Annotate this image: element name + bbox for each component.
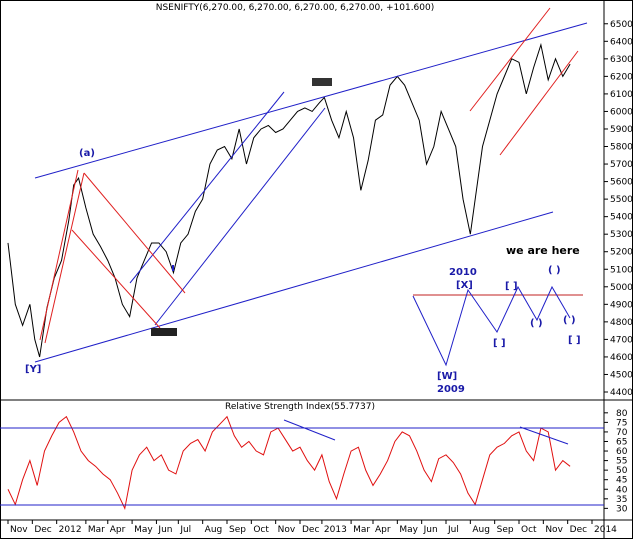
x-tick-label: Sep — [497, 525, 514, 535]
rsi-tick-label: 60 — [616, 447, 628, 457]
price-tick-label: 6200 — [610, 72, 633, 82]
rsi-tick-label: 45 — [616, 476, 627, 486]
red-corr-top — [83, 172, 186, 294]
price-tick-label: 6500 — [610, 20, 633, 30]
x-axis: Nov Dec 2012 Mar Apr May Jun Jul Aug Sep Oct Nov Dec… — [0, 519, 633, 535]
rsi-tick-label: 55 — [616, 457, 627, 467]
x-tick-label: Oct — [253, 525, 269, 535]
price-tick-label: 5500 — [610, 195, 633, 205]
mid-channel-a — [154, 107, 326, 326]
x-tick-label: Apr — [375, 525, 391, 535]
price-line — [7, 42, 571, 358]
label-paren-3: ( ) — [563, 315, 576, 326]
label-bracket-3: [ ] — [568, 335, 581, 346]
x-tick-label: 2014 — [594, 525, 617, 535]
price-tick-label: 6400 — [610, 37, 633, 47]
price-series-line — [7, 42, 571, 358]
price-tick-label: 4700 — [610, 335, 633, 345]
elliptical-path — [412, 285, 571, 367]
x-tick-label: Mar — [353, 525, 370, 535]
red-end-upper — [469, 7, 551, 112]
label-paren-2: ( ) — [530, 318, 543, 329]
x-tick-label: Dec — [34, 525, 51, 535]
rsi-line — [7, 415, 571, 510]
rsi-tick-label: 30 — [616, 504, 628, 514]
red-flag-upper — [39, 169, 79, 341]
x-tick-label: Jun — [423, 525, 438, 535]
price-title: NSENIFTY(6,270.00, 6,270.00, 6,270.00, 6… — [156, 3, 435, 13]
label-2010: 2010 — [449, 267, 477, 278]
red-corr-bottom — [71, 229, 161, 329]
red-flag-lower — [44, 172, 85, 344]
x-tick-label: Sep — [229, 525, 246, 535]
label-x: [X] — [456, 280, 473, 291]
x-tick-label: May — [399, 525, 418, 535]
price-tick-label: 6300 — [610, 55, 633, 65]
x-tick-label: Nov — [278, 525, 296, 535]
rsi-tick-label: 75 — [616, 418, 627, 428]
x-tick-label: Aug — [472, 525, 490, 535]
price-tick-label: 5900 — [610, 125, 633, 135]
label-bracket-2: [ ] — [505, 281, 518, 292]
x-tick-label: Dec — [302, 525, 319, 535]
lower-channel-line — [34, 211, 554, 363]
rsi-tick-label: 50 — [616, 466, 628, 476]
rsi-trendline-2 — [519, 426, 569, 445]
x-tick-label: Jun — [157, 525, 172, 535]
price-tick-label: 5400 — [610, 213, 633, 223]
rsi-title: Relative Strength Index(55.7737) — [225, 402, 375, 412]
marker-box-low — [151, 328, 177, 336]
price-tick-label: 5600 — [610, 178, 633, 188]
trendline-overlays — [34, 7, 588, 367]
x-tick-label: Dec — [570, 525, 587, 535]
rsi-tick-label: 70 — [616, 428, 628, 438]
price-tick-label: 4600 — [610, 353, 633, 363]
red-end-lower — [499, 50, 579, 156]
price-tick-label: 5000 — [610, 283, 633, 293]
mid-channel-b — [129, 91, 285, 284]
price-tick-label: 5800 — [610, 143, 633, 153]
x-tick-label: Nov — [10, 525, 28, 535]
x-tick-label: 2013 — [324, 525, 347, 535]
rsi-series-line — [7, 415, 571, 510]
x-tick-label: Oct — [521, 525, 537, 535]
label-we-are-here: we are here — [506, 244, 580, 257]
label-y: [Y] — [25, 364, 41, 375]
price-tick-label: 4500 — [610, 370, 633, 380]
x-tick-label: Apr — [110, 525, 126, 535]
label-2009: 2009 — [437, 384, 465, 395]
price-tick-label: 4400 — [610, 388, 633, 398]
x-tick-label: Jul — [179, 525, 191, 535]
x-tick-label: Jul — [447, 525, 459, 535]
x-tick-label: 2012 — [59, 525, 82, 535]
rsi-tick-label: 65 — [616, 437, 627, 447]
x-tick-label: Mar — [88, 525, 105, 535]
rsi-tick-label: 40 — [616, 485, 628, 495]
x-tick-label: Aug — [205, 525, 223, 535]
price-axis: 4400 4500 4600 4700 4800 4900 5000 5100 5200 5300… — [603, 0, 633, 539]
price-tick-label: 5700 — [610, 160, 633, 170]
marker-box-high — [312, 78, 332, 86]
rsi-trendline-1 — [283, 419, 336, 441]
price-tick-label: 5300 — [610, 230, 633, 240]
price-tick-label: 6000 — [610, 107, 633, 117]
x-tick-label: Nov — [545, 525, 563, 535]
upper-channel-line — [34, 22, 588, 179]
price-tick-label: 5100 — [610, 265, 633, 275]
rsi-tick-label: 35 — [616, 495, 627, 505]
label-paren-1: ( ) — [548, 265, 561, 276]
rsi-tick-label: 80 — [616, 409, 628, 419]
price-tick-label: 4900 — [610, 300, 633, 310]
x-tick-label: May — [134, 525, 153, 535]
label-a: (a) — [79, 148, 95, 159]
label-w: [W] — [437, 371, 457, 382]
price-tick-label: 4800 — [610, 318, 633, 328]
price-tick-label: 5200 — [610, 248, 633, 258]
price-tick-label: 6100 — [610, 90, 633, 100]
label-bracket-1: [ ] — [493, 338, 506, 349]
